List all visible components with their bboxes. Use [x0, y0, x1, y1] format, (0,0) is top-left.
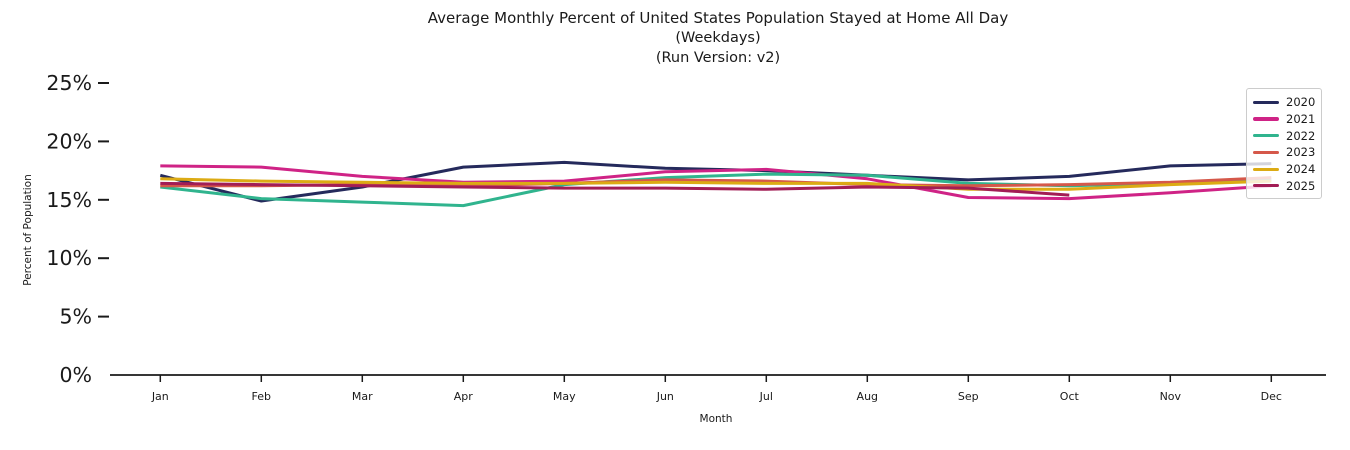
- legend-label-2025: 2025: [1286, 178, 1316, 193]
- legend-label-2020: 2020: [1286, 95, 1316, 110]
- chart-subtitle-run-version: (Run Version: v2): [655, 50, 781, 66]
- chart-subtitle-weekdays: (Weekdays): [675, 30, 761, 46]
- y-tick-label-0%: 0%: [59, 363, 92, 387]
- legend-item-2021: 2021: [1253, 111, 1315, 128]
- x-tick-label-Oct: Oct: [1060, 390, 1080, 403]
- x-tick-label-Apr: Apr: [454, 390, 474, 403]
- x-tick-label-Sep: Sep: [958, 390, 979, 403]
- x-tick-label-Jan: Jan: [151, 390, 169, 403]
- y-tick-label-20%: 20%: [46, 129, 92, 153]
- y-tick-label-5%: 5%: [59, 305, 92, 329]
- legend-swatch-2023: [1253, 150, 1279, 154]
- legend-item-2022: 2022: [1253, 127, 1315, 144]
- legend-swatch-2022: [1253, 134, 1279, 138]
- chart-title: Average Monthly Percent of United States…: [427, 9, 1009, 27]
- legend-label-2021: 2021: [1286, 112, 1316, 127]
- legend-swatch-2025: [1253, 184, 1279, 188]
- legend-label-2023: 2023: [1286, 145, 1316, 160]
- y-axis-label: Percent of Population: [22, 174, 34, 286]
- x-tick-label-Nov: Nov: [1160, 390, 1182, 403]
- legend-item-2025: 2025: [1253, 177, 1315, 194]
- y-tick-label-25%: 25%: [46, 71, 92, 95]
- y-tick-label-10%: 10%: [46, 246, 92, 270]
- legend-item-2020: 2020: [1253, 94, 1315, 111]
- x-tick-label-Feb: Feb: [252, 390, 271, 403]
- legend-swatch-2024: [1253, 167, 1279, 171]
- chart-title-block: Average Monthly Percent of United States…: [428, 8, 1008, 68]
- x-axis-label: Month: [699, 413, 733, 425]
- x-tick-label-Mar: Mar: [352, 390, 373, 403]
- x-tick-label-Aug: Aug: [857, 390, 878, 403]
- x-tick-label-Jun: Jun: [656, 390, 674, 403]
- legend-label-2024: 2024: [1286, 162, 1316, 177]
- legend-swatch-2021: [1253, 117, 1279, 121]
- series-line-2025: [160, 181, 1070, 197]
- x-tick-label-Jul: Jul: [759, 390, 773, 403]
- x-tick-label-Dec: Dec: [1261, 390, 1282, 403]
- y-tick-label-15%: 15%: [46, 188, 92, 212]
- x-tick-label-May: May: [553, 390, 576, 403]
- legend: 2020 2021 2022 2023 2024 2025: [1246, 88, 1322, 200]
- legend-item-2024: 2024: [1253, 161, 1315, 178]
- legend-item-2023: 2023: [1253, 144, 1315, 161]
- legend-swatch-2020: [1253, 100, 1279, 104]
- series-line-2024: [160, 177, 1272, 191]
- series-line-2021: [160, 164, 1272, 201]
- legend-label-2022: 2022: [1286, 128, 1316, 143]
